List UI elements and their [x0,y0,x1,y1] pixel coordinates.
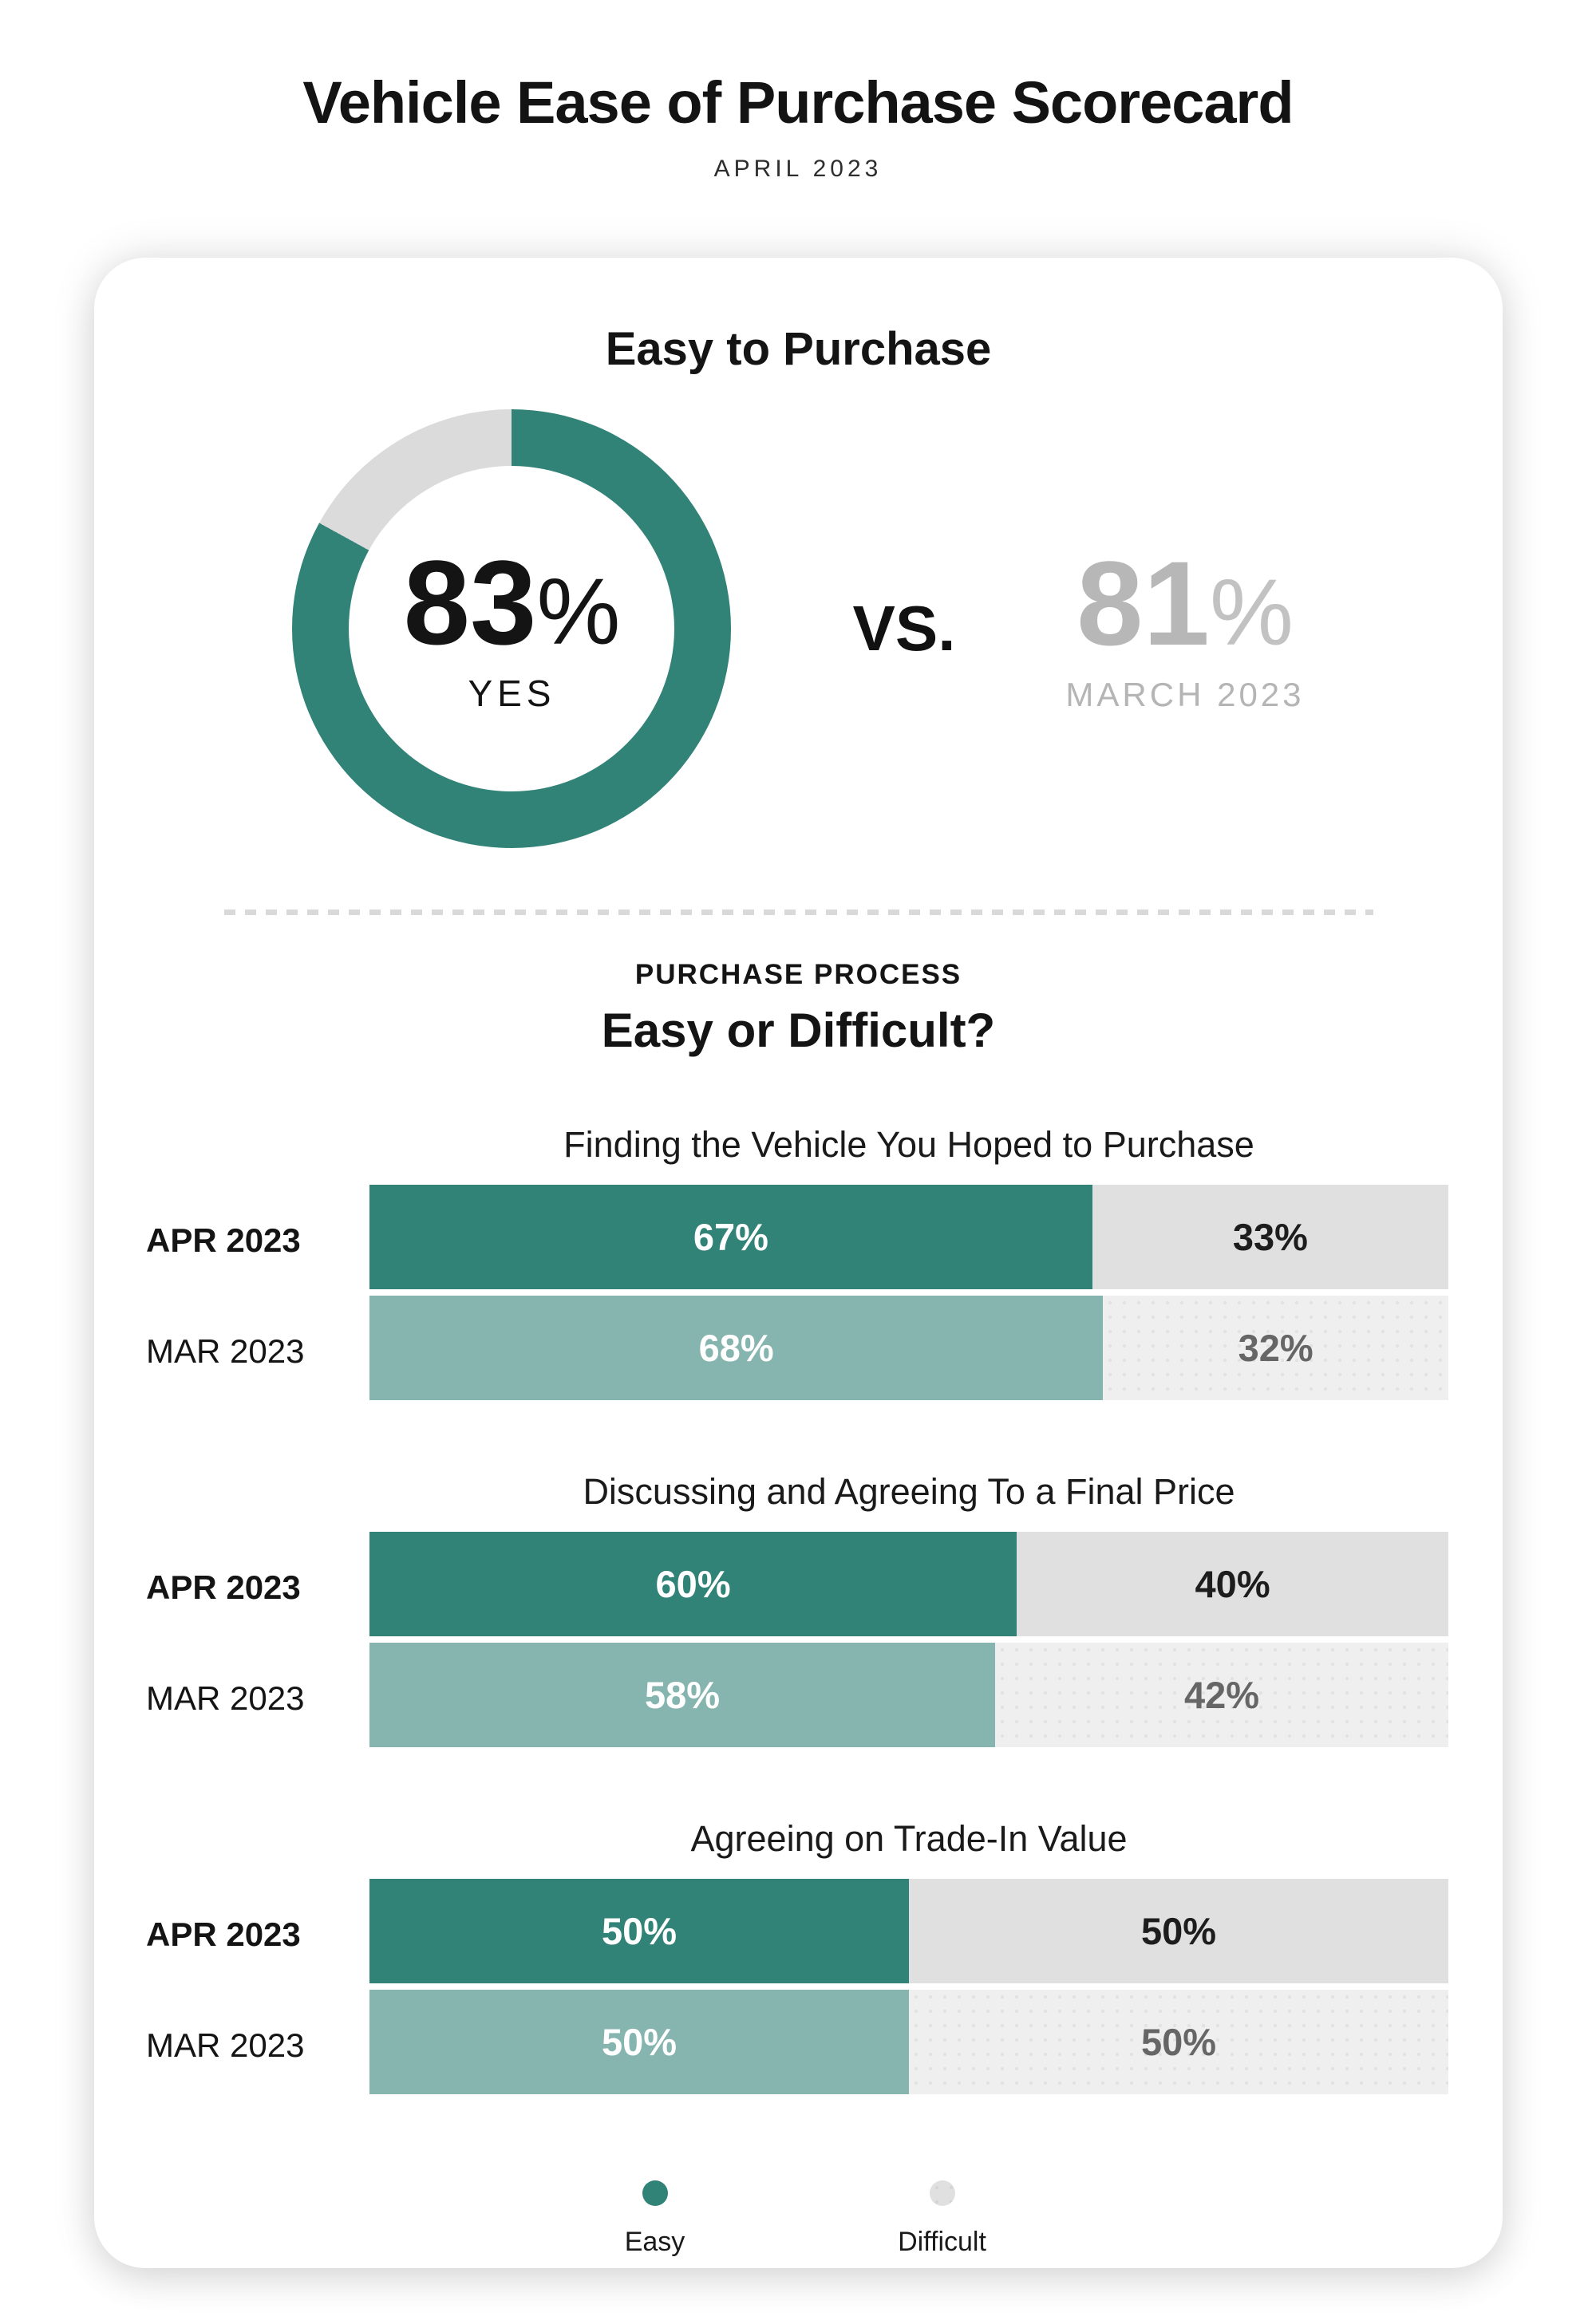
bar-section-trade-in: Agreeing on Trade-In Value APR 2023 50% … [94,1817,1503,2101]
process-heading: Easy or Difficult? [601,1004,996,1057]
legend: Easy Difficult [94,2180,1503,2258]
bar-value-difficult: 40% [1195,1563,1270,1605]
bar-value-easy: 67% [693,1216,768,1258]
section-title: Discussing and Agreeing To a Final Price [583,1471,1235,1512]
previous-value: 81% [1065,543,1304,663]
bar-row-mar: 50% 50% [369,1990,1448,2094]
legend-dot-difficult [929,2180,955,2206]
vs-label: VS. [852,593,956,664]
bar-row-apr: 50% 50% [369,1879,1448,1983]
legend-dot-easy [642,2180,668,2206]
previous-value-number: 81 [1077,536,1210,670]
bar-value-difficult: 32% [1238,1327,1314,1369]
bar-value-difficult: 50% [1140,2021,1217,2063]
bar-value-difficult: 33% [1232,1216,1308,1258]
legend-label-easy: Easy [624,2227,685,2257]
bar-value-difficult: 42% [1184,1674,1260,1716]
bar-value-easy: 50% [601,2021,678,2063]
previous-percent-sign: % [1209,560,1294,665]
bar-value-easy: 50% [601,1910,678,1952]
bar-row-apr: 67% 33% [369,1185,1448,1289]
bar-row-mar: 68% 32% [369,1296,1448,1400]
bar-row-apr: 60% 40% [369,1532,1448,1636]
bar-segment-easy: 60% [369,1532,1017,1636]
row-label-mar: MAR 2023 [146,2026,305,2064]
current-value: 83% [404,543,621,662]
bar-segment-easy: 67% [369,1185,1092,1289]
row-label-mar: MAR 2023 [146,1679,305,1717]
page-title: Vehicle Ease of Purchase Scorecard [302,69,1294,136]
legend-item-easy: Easy [559,2180,751,2258]
bar-segment-difficult: 33% [1092,1185,1448,1289]
legend-item-difficult: Difficult [847,2180,1038,2258]
bar-value-difficult: 50% [1140,1910,1217,1952]
bar-value-easy: 58% [645,1674,721,1716]
dashed-divider [223,909,1373,915]
page-header: Vehicle Ease of Purchase Scorecard APRIL… [0,0,1596,183]
current-value-number: 83 [403,535,537,669]
row-label-apr: APR 2023 [146,1221,301,1259]
row-label-apr: APR 2023 [146,1568,301,1606]
bar-segment-easy: 68% [369,1296,1104,1400]
bar-section-final-price: Discussing and Agreeing To a Final Price… [94,1470,1503,1754]
row-label-mar: MAR 2023 [146,1332,305,1370]
bar-segment-difficult: 32% [1103,1296,1448,1400]
section-title: Finding the Vehicle You Hoped to Purchas… [563,1124,1254,1165]
bar-segment-difficult: 40% [1017,1532,1448,1636]
bar-segment-difficult: 42% [995,1643,1448,1747]
hero-comparison-row: 83% YES VS. 81% MARCH 2023 [94,409,1503,848]
current-caption: YES [468,673,556,714]
legend-label-difficult: Difficult [898,2227,986,2257]
bar-segment-easy: 50% [369,1990,909,2094]
bar-segment-difficult: 50% [909,1990,1448,2094]
bar-segment-easy: 50% [369,1879,909,1983]
current-percent-sign: % [536,559,621,665]
bar-segment-easy: 58% [369,1643,996,1747]
previous-value-block: 81% MARCH 2023 [1065,543,1304,714]
row-label-apr: APR 2023 [146,1915,301,1953]
bar-value-easy: 68% [698,1327,774,1369]
bar-segment-difficult: 50% [909,1879,1448,1983]
page-subtitle: APRIL 2023 [713,156,883,182]
process-kicker: PURCHASE PROCESS [634,959,962,990]
donut-center: 83% YES [349,466,675,791]
section-title: Agreeing on Trade-In Value [690,1818,1128,1859]
previous-caption: MARCH 2023 [1065,676,1305,713]
scorecard-card: Easy to Purchase 83% YES VS. 81% MARCH 2… [94,258,1503,2268]
donut-chart: 83% YES [292,409,732,848]
bar-value-easy: 60% [655,1563,731,1605]
bar-section-finding-vehicle: Finding the Vehicle You Hoped to Purchas… [94,1123,1503,1407]
bar-row-mar: 58% 42% [369,1643,1448,1747]
easy-to-purchase-heading: Easy to Purchase [605,323,992,375]
